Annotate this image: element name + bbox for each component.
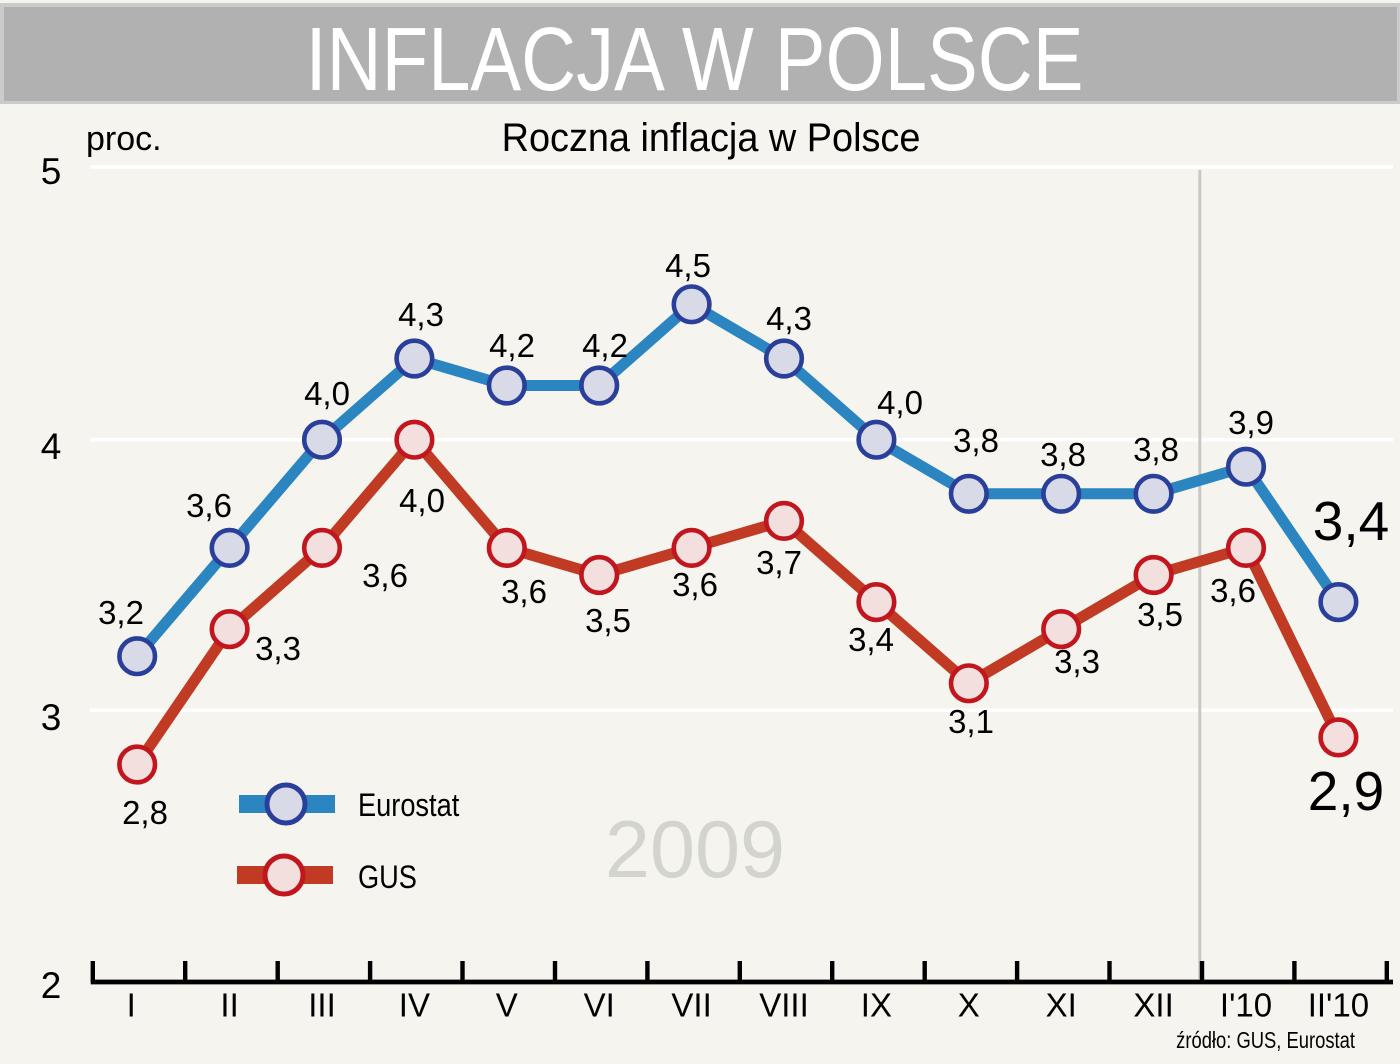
svg-text:3,6: 3,6 [672, 566, 718, 603]
svg-text:3,5: 3,5 [585, 602, 631, 639]
svg-text:XI: XI [1046, 987, 1077, 1024]
svg-text:2009: 2009 [605, 805, 785, 895]
svg-text:2,8: 2,8 [122, 794, 168, 831]
svg-text:3: 3 [41, 697, 62, 738]
svg-text:IV: IV [399, 987, 430, 1024]
svg-text:VI: VI [584, 987, 615, 1024]
svg-text:3,3: 3,3 [255, 630, 301, 667]
svg-text:źródło: GUS, Eurostat: źródło: GUS, Eurostat [1176, 1028, 1355, 1053]
svg-text:3,4: 3,4 [848, 621, 894, 658]
svg-text:3,8: 3,8 [953, 422, 999, 459]
svg-text:II'10: II'10 [1308, 987, 1369, 1024]
svg-text:Roczna inflacja w Polsce: Roczna inflacja w Polsce [502, 116, 921, 160]
svg-text:3,9: 3,9 [1228, 404, 1274, 441]
svg-text:4,3: 4,3 [766, 300, 812, 337]
svg-text:3,8: 3,8 [1133, 431, 1179, 468]
svg-text:3,6: 3,6 [501, 573, 547, 610]
svg-text:IX: IX [861, 987, 892, 1024]
svg-text:4,0: 4,0 [399, 482, 445, 519]
svg-text:3,6: 3,6 [362, 557, 408, 594]
svg-text:VII: VII [671, 987, 711, 1024]
svg-text:2: 2 [41, 965, 62, 1006]
svg-text:3,5: 3,5 [1137, 596, 1183, 633]
svg-text:3,3: 3,3 [1054, 643, 1100, 680]
svg-text:4,5: 4,5 [665, 247, 711, 284]
svg-text:2,9: 2,9 [1308, 760, 1384, 822]
svg-text:5: 5 [41, 151, 62, 192]
svg-text:GUS: GUS [358, 860, 417, 896]
svg-text:4,0: 4,0 [877, 384, 923, 421]
svg-text:INFLACJA W POLSCE: INFLACJA W POLSCE [305, 9, 1083, 109]
svg-text:3,7: 3,7 [756, 544, 802, 581]
svg-text:3,1: 3,1 [948, 703, 994, 740]
svg-text:4,2: 4,2 [489, 327, 535, 364]
svg-text:I: I [127, 987, 136, 1024]
svg-text:I'10: I'10 [1220, 987, 1272, 1024]
svg-text:proc.: proc. [86, 120, 162, 158]
svg-text:3,6: 3,6 [186, 487, 232, 524]
svg-text:Eurostat: Eurostat [358, 788, 460, 824]
svg-text:XII: XII [1133, 987, 1173, 1024]
svg-text:3,2: 3,2 [98, 594, 144, 631]
svg-text:3,6: 3,6 [1210, 572, 1256, 609]
svg-text:X: X [958, 987, 980, 1024]
svg-text:4,3: 4,3 [398, 296, 444, 333]
svg-text:4,2: 4,2 [582, 327, 628, 364]
svg-text:4: 4 [41, 426, 62, 467]
svg-text:3,4: 3,4 [1313, 490, 1389, 552]
svg-text:3,8: 3,8 [1040, 436, 1086, 473]
svg-text:III: III [308, 987, 336, 1024]
svg-text:VIII: VIII [759, 987, 809, 1024]
svg-text:4,0: 4,0 [304, 375, 350, 412]
svg-text:II: II [220, 987, 238, 1024]
svg-text:V: V [496, 987, 518, 1024]
